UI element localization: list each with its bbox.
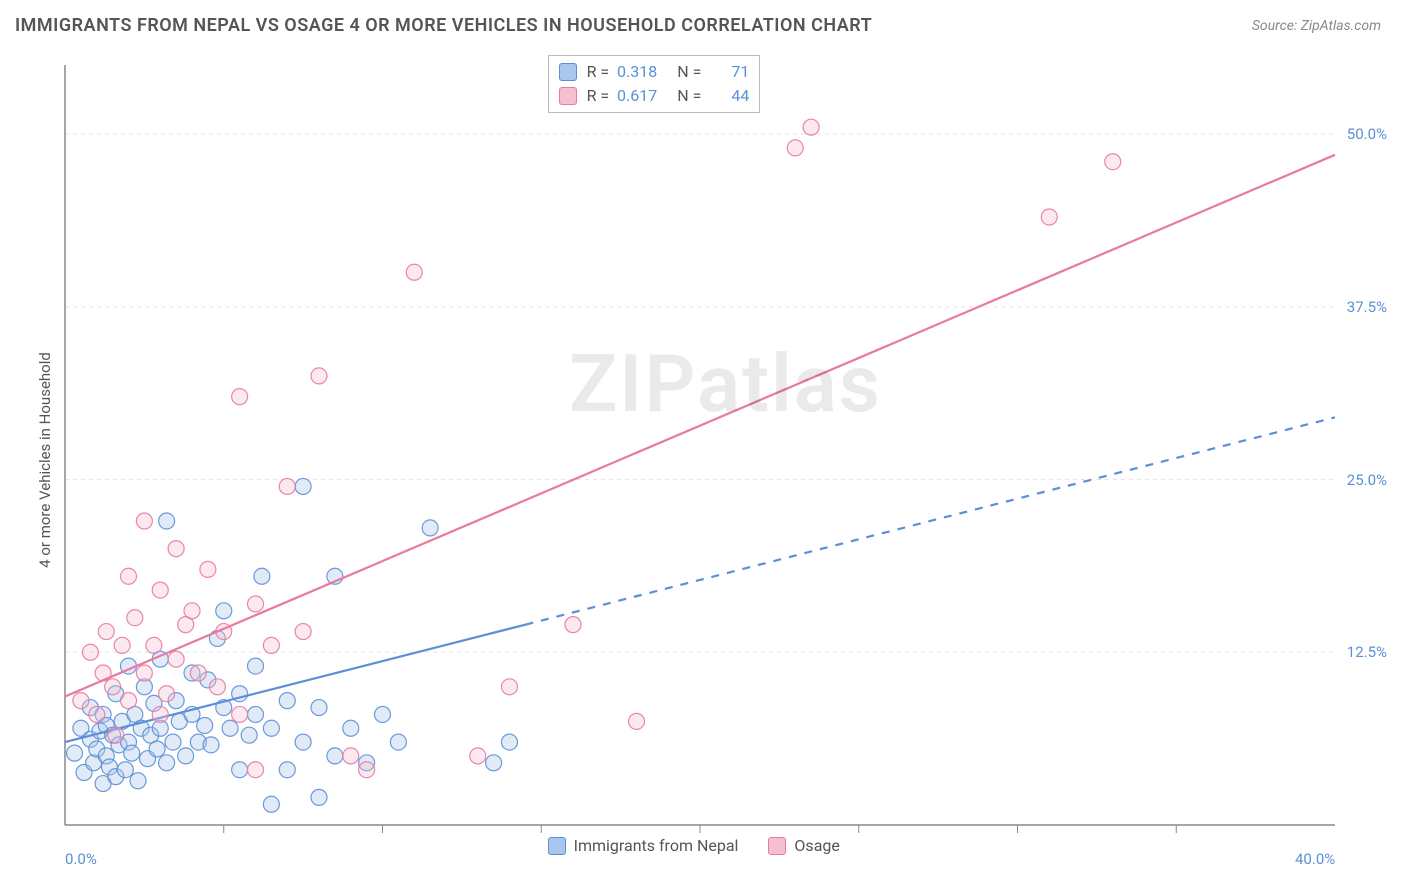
y-axis-label: 4 or more Vehicles in Household: [36, 352, 54, 568]
chart-area: 4 or more Vehicles in Household ZIPatlas…: [55, 55, 1395, 865]
x-tick-label: 40.0%: [1295, 850, 1335, 868]
stats-row: R =0.617 N =44: [559, 84, 750, 108]
y-tick-label: 50.0%: [1347, 125, 1387, 143]
legend-swatch: [548, 837, 566, 855]
legend-item: Osage: [768, 836, 839, 855]
bottom-legend: Immigrants from Nepal Osage: [548, 836, 840, 855]
chart-title: IMMIGRANTS FROM NEPAL VS OSAGE 4 OR MORE…: [15, 15, 872, 36]
legend-label: Osage: [794, 836, 839, 855]
legend-item: Immigrants from Nepal: [548, 836, 739, 855]
stat-key: N =: [677, 84, 701, 108]
stat-n-value: 71: [707, 60, 749, 84]
scatter-plot: [55, 55, 1395, 865]
stat-r-value: 0.318: [615, 60, 657, 84]
stat-key: R =: [587, 60, 610, 84]
source-label: Source: ZipAtlas.com: [1252, 18, 1381, 34]
stats-legend: R =0.318 N =71 R =0.617 N =44: [548, 55, 761, 113]
stats-row: R =0.318 N =71: [559, 60, 750, 84]
stat-r-value: 0.617: [615, 84, 657, 108]
stat-key: N =: [677, 60, 701, 84]
x-tick-label: 0.0%: [65, 850, 97, 868]
legend-swatch: [768, 837, 786, 855]
y-tick-label: 12.5%: [1347, 643, 1387, 661]
legend-swatch: [559, 87, 577, 105]
y-tick-label: 25.0%: [1347, 471, 1387, 489]
stat-key: R =: [587, 84, 610, 108]
legend-label: Immigrants from Nepal: [574, 836, 739, 855]
legend-swatch: [559, 63, 577, 81]
y-tick-label: 37.5%: [1347, 298, 1387, 316]
stat-n-value: 44: [707, 84, 749, 108]
